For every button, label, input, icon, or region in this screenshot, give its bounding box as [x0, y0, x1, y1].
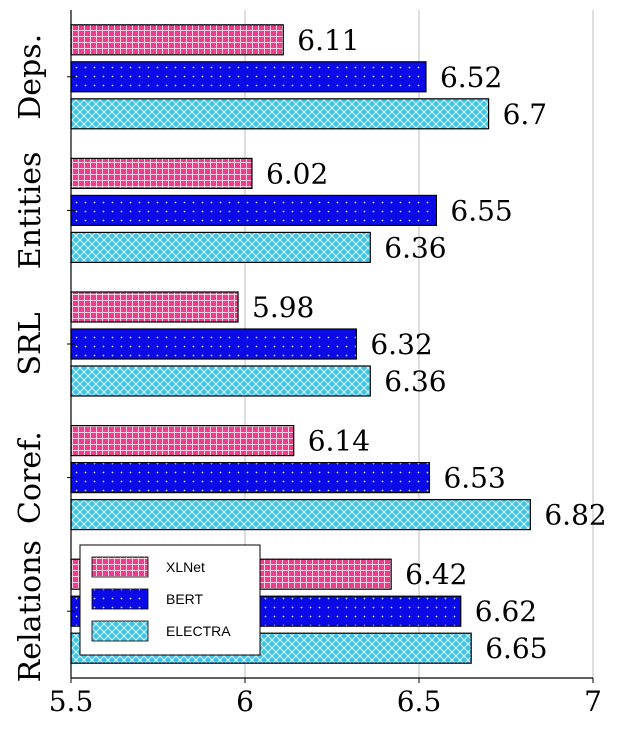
x-tick-label: 6.5 [397, 685, 442, 718]
x-tick-label: 7 [584, 685, 602, 718]
bar-electra-2 [70, 365, 371, 397]
bar-xlnet-3 [70, 425, 295, 457]
value-label: 6.42 [405, 558, 467, 591]
category-label: Entities [13, 152, 48, 270]
category-label: Deps. [13, 34, 48, 120]
value-label: 6.62 [475, 595, 537, 628]
category-label: Coref. [13, 431, 48, 524]
bar-electra-1 [70, 231, 371, 263]
legend: XLNet BERT ELECTRA [79, 544, 261, 656]
value-label: 6.65 [485, 632, 547, 665]
legend-swatch-bert [91, 588, 149, 610]
value-label: 6.32 [370, 328, 432, 361]
value-label: 6.55 [450, 194, 512, 227]
bar-electra-3 [70, 499, 531, 531]
legend-label: ELECTRA [166, 623, 231, 639]
legend-label: BERT [166, 591, 204, 607]
value-label: 6.14 [308, 425, 370, 458]
x-tick-label: 5.5 [49, 685, 94, 718]
value-label: 6.36 [384, 231, 446, 264]
value-label: 6.11 [297, 24, 359, 57]
category-label: Relations [13, 540, 48, 682]
bar-xlnet-1 [70, 157, 253, 189]
value-label: 6.02 [266, 157, 328, 190]
bar-xlnet-0 [70, 24, 284, 56]
legend-swatch-electra [91, 620, 149, 642]
value-label: 6.36 [384, 365, 446, 398]
value-label: 6.82 [544, 499, 606, 532]
bar-bert-3 [70, 462, 431, 494]
legend-label: XLNet [166, 559, 205, 575]
category-label: SRL [13, 312, 48, 375]
value-label: 6.52 [440, 61, 502, 94]
x-tick-label: 6 [236, 685, 254, 718]
bar-electra-0 [70, 98, 490, 130]
legend-swatch-xlnet [91, 556, 149, 578]
bar-bert-1 [70, 194, 437, 226]
value-label: 6.7 [503, 98, 548, 131]
bar-bert-2 [70, 328, 357, 360]
bar-xlnet-2 [70, 291, 239, 323]
value-labels: 6.116.526.76.026.556.365.986.326.366.146… [252, 24, 607, 665]
value-label: 6.53 [443, 462, 505, 495]
value-label: 5.98 [252, 291, 314, 324]
bar-bert-0 [70, 61, 427, 93]
